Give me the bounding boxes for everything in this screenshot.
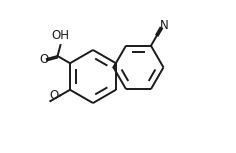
Text: O: O [39, 53, 48, 66]
Text: OH: OH [51, 29, 69, 42]
Text: O: O [49, 89, 59, 102]
Text: N: N [160, 19, 169, 32]
